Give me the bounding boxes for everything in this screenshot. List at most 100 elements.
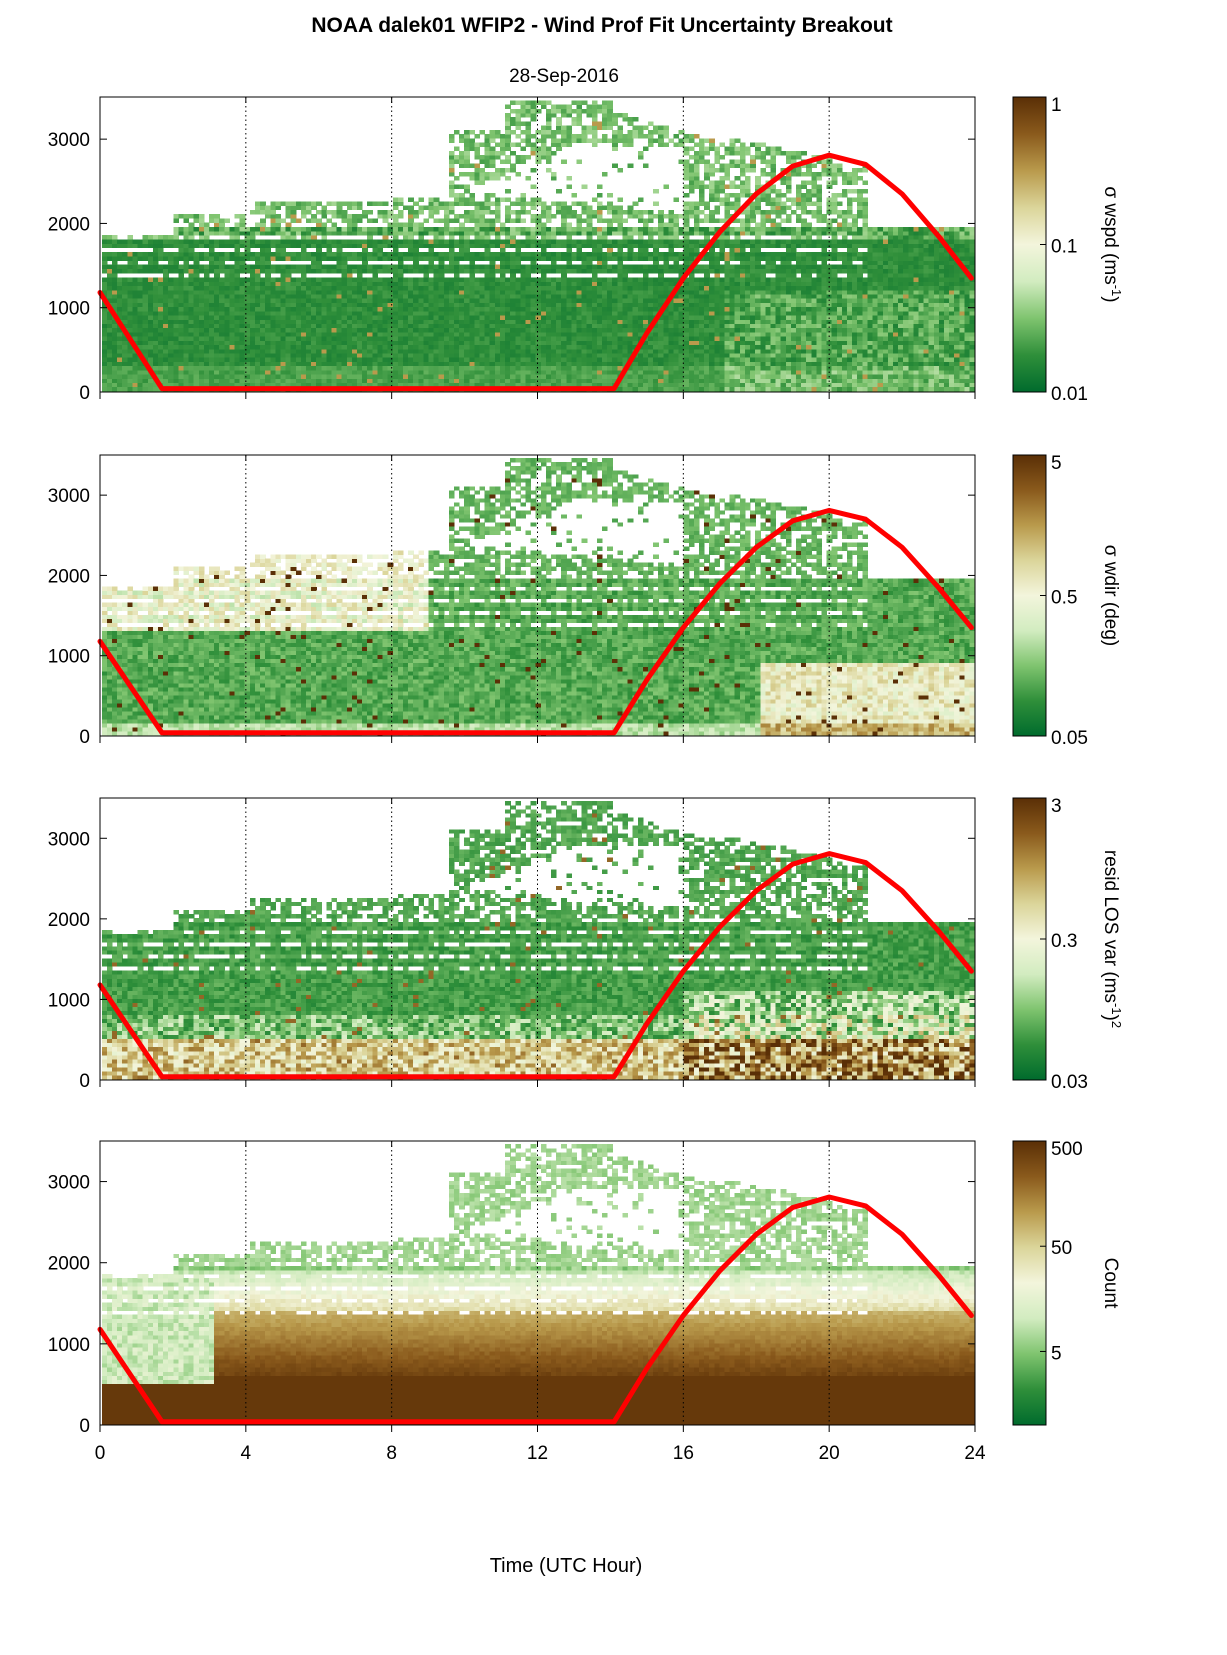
heatmap-cell <box>382 323 389 329</box>
heatmap-cell <box>459 197 465 202</box>
heatmap-cell <box>127 386 133 392</box>
heatmap-cell <box>464 344 470 350</box>
heatmap-cell <box>581 340 588 346</box>
heatmap-cell <box>152 386 159 392</box>
heatmap-cell <box>479 167 486 173</box>
heatmap-cell <box>306 264 312 270</box>
heatmap-cell <box>147 323 154 329</box>
heatmap-cell <box>331 332 338 337</box>
heatmap-cell <box>561 159 567 164</box>
heatmap-cell <box>351 214 358 219</box>
heatmap-cell <box>474 361 481 367</box>
heatmap-cell <box>658 344 664 350</box>
heatmap-cell <box>443 332 450 337</box>
heatmap-cell <box>280 378 287 383</box>
heatmap-cell <box>443 327 450 333</box>
heatmap-cell <box>688 357 695 362</box>
heatmap-cell <box>637 247 644 253</box>
heatmap-cell <box>474 277 481 282</box>
heatmap-cell <box>351 311 358 316</box>
heatmap-cell <box>505 146 511 152</box>
heatmap-cell <box>464 281 470 287</box>
heatmap-cell <box>556 268 562 274</box>
heatmap-cell <box>648 361 654 367</box>
heatmap-cell <box>607 319 613 324</box>
heatmap-cell <box>306 382 312 388</box>
heatmap-cell <box>433 336 440 341</box>
heatmap-cell <box>254 226 261 232</box>
heatmap-cell <box>397 298 404 303</box>
heatmap-cell <box>403 349 409 354</box>
heatmap-cell <box>663 306 669 312</box>
heatmap-cell <box>403 361 409 367</box>
heatmap-cell <box>311 319 317 324</box>
heatmap-cell <box>362 268 368 274</box>
heatmap-cell <box>178 273 185 278</box>
heatmap-cell <box>214 361 220 367</box>
heatmap-cell <box>484 243 491 249</box>
heatmap-cell <box>408 370 414 375</box>
heatmap-cell <box>576 365 583 371</box>
heatmap-cell <box>249 298 256 303</box>
heatmap-cell <box>336 344 343 350</box>
heatmap-cell <box>668 353 675 358</box>
heatmap-cell <box>418 290 424 295</box>
heatmap-cell <box>612 357 618 362</box>
heatmap-cell <box>525 268 532 274</box>
heatmap-cell <box>260 306 266 312</box>
heatmap-cell <box>642 353 649 358</box>
heatmap-cell <box>602 113 608 118</box>
heatmap-cell <box>499 150 506 156</box>
heatmap-cell <box>341 327 348 333</box>
heatmap-cell <box>234 336 241 341</box>
heatmap-cell <box>653 268 659 274</box>
heatmap-cell <box>459 285 465 291</box>
heatmap-cell <box>290 349 297 354</box>
heatmap-cell <box>117 285 123 291</box>
heatmap-cell <box>602 340 608 346</box>
heatmap-cell <box>540 104 547 110</box>
heatmap-cell <box>499 243 506 249</box>
heatmap-cell <box>469 285 475 291</box>
heatmap-cell <box>459 365 465 371</box>
heatmap-cell <box>295 226 302 232</box>
heatmap-cell <box>576 104 583 110</box>
heatmap-cell <box>260 260 266 265</box>
heatmap-cell <box>464 209 470 215</box>
heatmap-cell <box>454 349 460 354</box>
heatmap-cell <box>617 290 623 295</box>
heatmap-cell <box>454 243 460 249</box>
heatmap-cell <box>224 290 230 295</box>
heatmap-cell <box>290 252 297 257</box>
heatmap-cell <box>648 336 654 341</box>
heatmap-cell <box>183 298 190 303</box>
heatmap-cell <box>346 218 353 223</box>
heatmap-cell <box>183 268 190 274</box>
heatmap-cell <box>510 378 516 383</box>
heatmap-cell <box>224 361 230 367</box>
heatmap-cell <box>586 365 593 371</box>
heatmap-cell <box>387 264 394 270</box>
heatmap-cell <box>510 256 516 261</box>
heatmap-cell <box>586 332 593 337</box>
heatmap-cell <box>362 264 368 270</box>
heatmap-cell <box>484 264 491 270</box>
heatmap-cell <box>112 252 118 257</box>
heatmap-cell <box>254 205 261 211</box>
heatmap-cell <box>316 222 322 228</box>
heatmap-cell <box>622 374 629 379</box>
heatmap-cell <box>581 332 588 337</box>
heatmap-cell <box>673 218 680 223</box>
heatmap-cell <box>423 365 430 371</box>
heatmap-cell <box>275 311 282 316</box>
heatmap-cell <box>346 357 353 362</box>
heatmap-cell <box>173 285 179 291</box>
heatmap-cell <box>265 311 271 316</box>
heatmap-cell <box>520 302 527 308</box>
heatmap-cell <box>306 302 312 308</box>
heatmap-cell <box>300 353 307 358</box>
heatmap-cell <box>117 361 123 367</box>
heatmap-cell <box>627 285 634 291</box>
heatmap-cell <box>520 138 527 143</box>
heatmap-cell <box>413 327 419 333</box>
